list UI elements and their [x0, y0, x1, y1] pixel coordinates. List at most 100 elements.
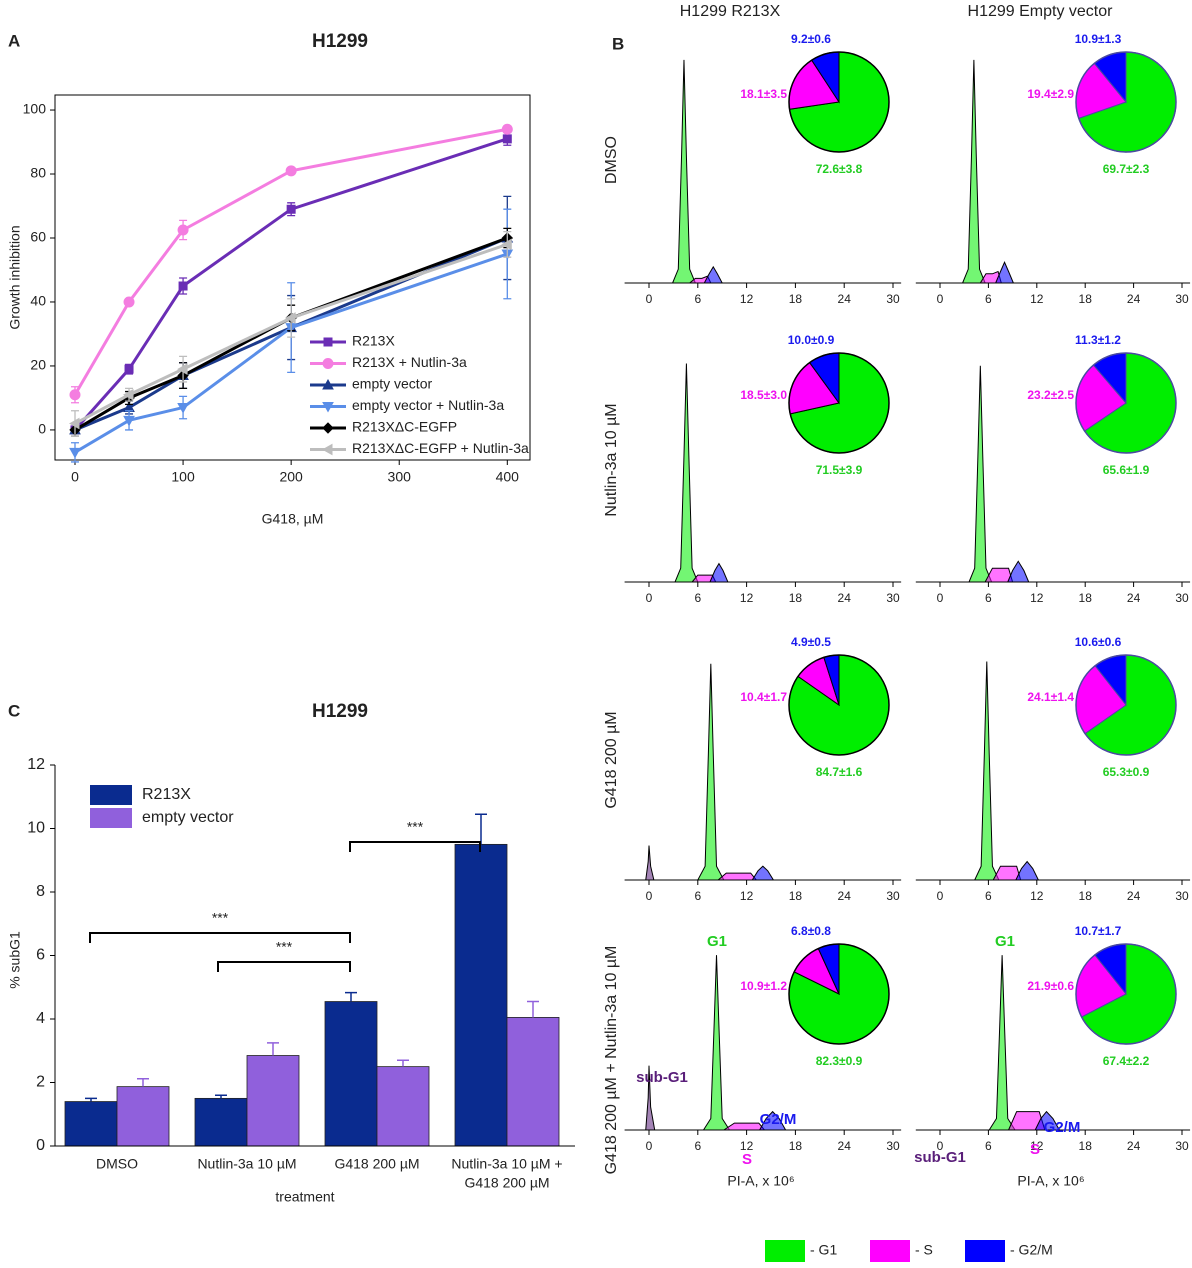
y-tick-label: 100 [23, 101, 47, 117]
bar [324, 1001, 378, 1147]
point [321, 443, 333, 456]
pie-label: 19.4±2.9 [1027, 87, 1074, 101]
histogram-area [703, 265, 724, 284]
phase-label: G2/M [1044, 1119, 1081, 1136]
histogram-area [696, 663, 725, 881]
significance-bracket [89, 932, 351, 943]
error-bar [475, 813, 487, 845]
point [123, 415, 135, 427]
histogram-area [968, 365, 993, 583]
significance-bracket [217, 961, 351, 972]
point [322, 422, 334, 434]
y-tick-label: 60 [30, 229, 46, 245]
y-tick-label: 4 [36, 1010, 45, 1027]
point [69, 447, 81, 459]
x-tick-label: 24 [838, 591, 852, 605]
x-tick-label: 6 [694, 889, 701, 903]
x-tick-label: 0 [937, 292, 944, 306]
x-tick-label: 6 [985, 591, 992, 605]
pie-outline [788, 943, 890, 1045]
pie-outline [788, 654, 890, 756]
x-tick-label: 6 [985, 1139, 992, 1153]
histogram-area [1007, 560, 1030, 583]
bar [376, 1066, 430, 1147]
x-axis-label: PI-A, x 10⁶ [1017, 1173, 1084, 1189]
phase-label: S [742, 1151, 752, 1168]
histogram-area [973, 661, 1000, 881]
x-tick-label: 6 [694, 292, 701, 306]
legend-swatch [90, 785, 132, 805]
legend-label: - G1 [810, 1242, 837, 1258]
x-tick-label: 18 [789, 292, 803, 306]
pie-label: 23.2±2.5 [1027, 388, 1074, 402]
x-tick-label: 0 [646, 591, 653, 605]
pie-label: 72.6±3.8 [816, 162, 863, 176]
x-tick-label: 24 [1127, 591, 1141, 605]
pie-label: 82.3±0.9 [816, 1054, 863, 1068]
pie-label: 9.2±0.6 [791, 32, 831, 46]
point [178, 281, 188, 291]
x-tick-label: 0 [71, 469, 79, 485]
point [501, 238, 512, 251]
x-tick-label: 24 [838, 292, 852, 306]
point [285, 165, 297, 177]
histogram-area [1015, 860, 1040, 881]
x-tick-label: 24 [1127, 292, 1141, 306]
x-tick-label: 30 [1175, 889, 1189, 903]
histogram-area [722, 1122, 766, 1131]
error-bar [345, 991, 357, 1002]
pie-label: 21.9±0.6 [1027, 979, 1074, 993]
column-header: H1299 Empty vector [968, 3, 1114, 20]
x-tick-label: 6 [985, 292, 992, 306]
plot-frame [54, 94, 531, 461]
point [123, 296, 135, 308]
histogram-area [988, 955, 1016, 1131]
y-tick-label: 6 [36, 947, 45, 964]
x-tick-label: 30 [886, 1139, 900, 1153]
point [322, 378, 334, 390]
legend-swatch [870, 1240, 910, 1262]
point [123, 388, 134, 401]
pie-label: 4.9±0.5 [791, 635, 831, 649]
histogram-area [709, 562, 729, 583]
pie-label: 10.9±1.2 [740, 979, 787, 993]
bar [506, 1017, 560, 1147]
point [177, 224, 189, 236]
phase-label: S [1030, 1141, 1040, 1158]
x-tick-label: 24 [1127, 1139, 1141, 1153]
histogram-area [716, 872, 758, 881]
legend-label: empty vector [352, 376, 432, 392]
legend-label: empty vector + Nutlin-3a [352, 397, 504, 413]
error-bar [85, 1097, 97, 1102]
y-tick-label: 10 [27, 820, 45, 837]
significance-label: *** [407, 819, 424, 835]
x-tick-label: 18 [789, 591, 803, 605]
x-tick-label: 100 [171, 469, 195, 485]
x-tick-label: 24 [838, 889, 852, 903]
x-tick-label: 0 [646, 889, 653, 903]
histogram-area [671, 59, 697, 284]
legend-label: R213X [352, 333, 395, 349]
point [285, 312, 296, 324]
pie-label: 10.0±0.9 [788, 333, 835, 347]
x-tick-label: 300 [388, 469, 412, 485]
point [69, 389, 81, 401]
significance-label: *** [276, 939, 293, 955]
x-tick-label: 30 [886, 292, 900, 306]
pie-label: 24.1±1.4 [1027, 690, 1074, 704]
pie-label: 18.5±3.0 [740, 388, 787, 402]
x-tick-label: 6 [694, 591, 701, 605]
legend-label: R213XΔC-EGFP [352, 419, 457, 435]
bar [116, 1086, 170, 1147]
point [124, 364, 134, 374]
y-tick-label: 40 [30, 293, 46, 309]
phase-label: G2/M [760, 1111, 797, 1128]
x-tick-label: 6 [985, 889, 992, 903]
point [322, 402, 334, 413]
panel-label: B [612, 34, 624, 53]
error-bar [267, 1042, 279, 1056]
bar [454, 843, 508, 1147]
pie-label: 10.4±1.7 [740, 690, 787, 704]
x-tick-label: 12 [740, 591, 754, 605]
